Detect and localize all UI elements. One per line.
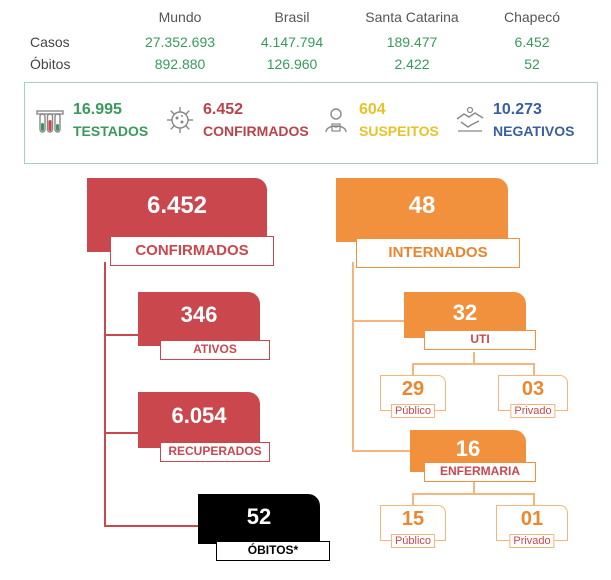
casos-santa-catarina: 189.477 xyxy=(386,34,438,50)
ativos-box-label: ATIVOS xyxy=(160,340,270,360)
uti-publico-box: 29 Público xyxy=(380,375,446,418)
uti-privado-value: 03 xyxy=(521,378,545,400)
column-header-mundo: Mundo xyxy=(158,9,202,25)
ativos-box-value: 346 xyxy=(180,302,218,327)
enfermaria-publico-line xyxy=(412,493,414,505)
obitos-box-value: 52 xyxy=(246,504,272,529)
recuperados-connector xyxy=(104,432,138,434)
obitos-mundo: 892.880 xyxy=(154,56,206,72)
row-label-obitos: Óbitos xyxy=(30,56,71,72)
confirmados-value: 6.452 xyxy=(203,101,244,118)
enfermaria-privado-box: 01 Privado xyxy=(496,505,568,548)
negativos-label: NEGATIVOS xyxy=(493,123,575,139)
column-header-brasil: Brasil xyxy=(274,9,310,25)
enfermaria-split-line xyxy=(412,493,534,495)
uti-stem-line xyxy=(473,352,475,364)
uti-split-line xyxy=(412,363,534,365)
uti-publico-line xyxy=(412,363,414,375)
recuperados-box-value: 6.054 xyxy=(171,403,227,428)
uti-publico-label: Público xyxy=(390,404,436,418)
uti-publico-value: 29 xyxy=(401,378,425,400)
column-header-santa-catarina: Santa Catarina xyxy=(365,9,459,25)
casos-mundo: 27.352.693 xyxy=(144,34,216,50)
stats-table: Mundo Brasil Santa Catarina Chapecó Caso… xyxy=(0,0,611,80)
negativos-value: 10.273 xyxy=(493,101,542,118)
internados-trunk-line xyxy=(352,262,354,450)
uti-box-label: UTI xyxy=(424,330,536,350)
enfermaria-privado-value: 01 xyxy=(520,508,544,530)
casos-brasil: 4.147.794 xyxy=(260,34,324,50)
testados-label: TESTADOS xyxy=(73,123,149,139)
enfermaria-box-label: ENFERMARIA xyxy=(424,462,536,482)
uti-box-value: 32 xyxy=(452,300,478,325)
confirmados-box-label: CONFIRMADOS xyxy=(110,236,274,266)
suspeitos-value: 604 xyxy=(359,101,386,118)
confirmados-box-value: 6.452 xyxy=(146,192,208,219)
uti-privado-line xyxy=(533,363,535,375)
enfermaria-connector xyxy=(352,450,410,452)
casos-chapeco: 6.452 xyxy=(514,34,550,50)
obitos-connector xyxy=(104,525,198,527)
handshake-icon xyxy=(456,106,484,132)
testados-value: 16.995 xyxy=(73,101,122,118)
enfermaria-stem-line xyxy=(473,482,475,494)
confirmados-label: CONFIRMADOS xyxy=(203,123,309,139)
obitos-chapeco: 52 xyxy=(524,56,540,72)
enfermaria-privado-label: Privado xyxy=(509,534,555,548)
enfermaria-publico-box: 15 Público xyxy=(380,505,446,548)
suspect-person-icon xyxy=(325,108,347,133)
virus-icon xyxy=(167,107,193,133)
confirmed-trunk-line xyxy=(104,262,106,526)
internados-box-label: INTERNADOS xyxy=(356,238,520,268)
enfermaria-publico-value: 15 xyxy=(401,508,425,530)
row-label-casos: Casos xyxy=(30,34,70,50)
internados-box-value: 48 xyxy=(408,192,436,219)
obitos-santa-catarina: 2.422 xyxy=(394,56,430,72)
enfermaria-privado-line xyxy=(533,493,535,505)
recuperados-box-label: RECUPERADOS xyxy=(160,442,270,462)
uti-connector xyxy=(352,320,404,322)
ativos-box: 346 xyxy=(138,292,260,346)
column-header-chapeco: Chapecó xyxy=(503,9,561,25)
test-tubes-icon xyxy=(36,110,64,133)
obitos-box: 52 xyxy=(198,494,320,544)
ativos-connector xyxy=(104,334,138,336)
uti-privado-box: 03 Privado xyxy=(498,375,568,418)
enfermaria-box-value: 16 xyxy=(455,436,481,461)
suspeitos-label: SUSPEITOS xyxy=(359,123,439,139)
recuperados-box: 6.054 xyxy=(138,392,260,448)
obitos-box-label: ÓBITOS* xyxy=(216,541,330,561)
summary-box: 16.995 TESTADOS 6.452 CONFIRMADOS 604 SU… xyxy=(24,82,598,164)
enfermaria-publico-label: Público xyxy=(390,534,436,548)
uti-privado-label: Privado xyxy=(510,404,556,418)
obitos-brasil: 126.960 xyxy=(266,56,318,72)
internados-box: 48 xyxy=(336,178,508,242)
